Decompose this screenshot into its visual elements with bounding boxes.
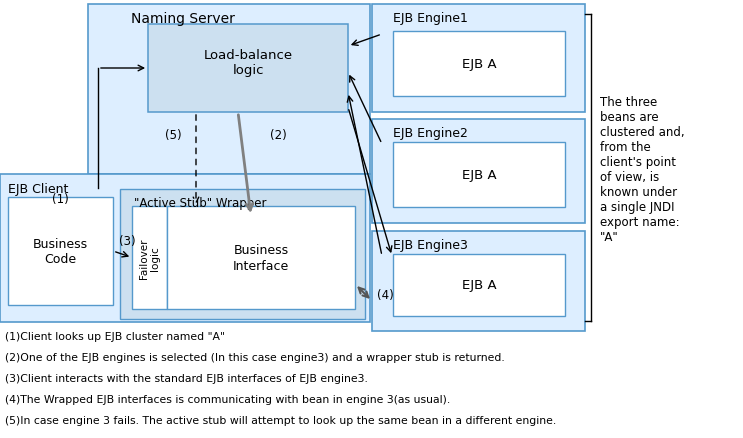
Text: Business
Code: Business Code	[33, 237, 88, 265]
Bar	[372, 231, 585, 331]
Bar	[393, 254, 565, 316]
Bar	[372, 120, 585, 223]
Text: EJB Client: EJB Client	[8, 182, 68, 195]
Text: (1): (1)	[51, 193, 68, 206]
Text: EJB A: EJB A	[461, 58, 496, 71]
Bar	[0, 175, 370, 322]
Bar	[167, 207, 355, 309]
Bar	[8, 198, 113, 305]
Text: (4): (4)	[377, 288, 393, 301]
Text: "Active Stub" Wrapper: "Active Stub" Wrapper	[134, 196, 266, 209]
Text: EJB Engine1: EJB Engine1	[392, 11, 467, 25]
Text: Load-balance
logic: Load-balance logic	[204, 49, 293, 77]
Text: EJB Engine2: EJB Engine2	[392, 126, 467, 139]
Bar	[88, 5, 370, 175]
Text: Business
Interface: Business Interface	[233, 244, 289, 272]
Text: EJB A: EJB A	[461, 279, 496, 292]
Text: Failover
logic: Failover logic	[139, 238, 160, 278]
Text: (3): (3)	[119, 235, 135, 248]
Bar	[132, 207, 167, 309]
Text: EJB Engine3: EJB Engine3	[392, 238, 467, 251]
Text: (5)In case engine 3 fails. The active stub will attempt to look up the same bean: (5)In case engine 3 fails. The active st…	[5, 415, 557, 425]
Bar	[120, 190, 365, 319]
Text: (3)Client interacts with the standard EJB interfaces of EJB engine3.: (3)Client interacts with the standard EJ…	[5, 373, 368, 383]
Text: EJB A: EJB A	[461, 169, 496, 182]
Text: (2): (2)	[270, 128, 286, 141]
Text: (5): (5)	[165, 128, 181, 141]
Bar	[372, 5, 585, 113]
Bar	[393, 143, 565, 208]
Text: The three
beans are
clustered and,
from the
client's point
of view, is
known und: The three beans are clustered and, from …	[600, 96, 684, 244]
Bar	[148, 25, 348, 113]
Text: (2)One of the EJB engines is selected (In this case engine3) and a wrapper stub : (2)One of the EJB engines is selected (I…	[5, 352, 504, 362]
Text: (4)The Wrapped EJB interfaces is communicating with bean in engine 3(as usual).: (4)The Wrapped EJB interfaces is communi…	[5, 394, 450, 404]
Text: Naming Server: Naming Server	[131, 12, 235, 26]
Text: (1)Client looks up EJB cluster named "A": (1)Client looks up EJB cluster named "A"	[5, 331, 225, 341]
Bar	[393, 32, 565, 97]
